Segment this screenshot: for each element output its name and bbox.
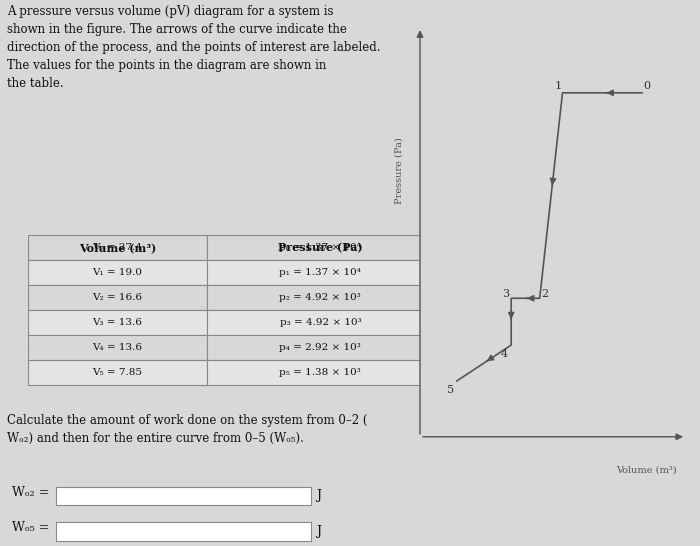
Text: p₄ = 2.92 × 10³: p₄ = 2.92 × 10³ (279, 342, 361, 352)
Text: Wₒ₅ =: Wₒ₅ = (12, 521, 49, 534)
Text: 4: 4 (501, 349, 508, 359)
Text: V₅ = 7.85: V₅ = 7.85 (92, 367, 142, 377)
Bar (28, 310, 206, 335)
Text: 1: 1 (555, 81, 562, 91)
Bar (28, 284, 206, 310)
Text: 0: 0 (643, 81, 650, 91)
Text: Volume (m³): Volume (m³) (616, 465, 676, 474)
Text: p₁ = 1.37 × 10⁴: p₁ = 1.37 × 10⁴ (279, 268, 361, 277)
FancyBboxPatch shape (56, 523, 311, 541)
Text: A pressure versus volume (pV) diagram for a system is
shown in the figure. The a: A pressure versus volume (pV) diagram fo… (7, 5, 381, 91)
Bar (206, 260, 434, 284)
Text: V₄ = 13.6: V₄ = 13.6 (92, 342, 142, 352)
Bar (206, 284, 434, 310)
Text: p₂ = 4.92 × 10³: p₂ = 4.92 × 10³ (279, 293, 361, 302)
Text: Pressure (Pa): Pressure (Pa) (394, 137, 403, 204)
Text: Volume (m³): Volume (m³) (78, 242, 156, 253)
Text: Wₒ₂ =: Wₒ₂ = (12, 486, 49, 499)
Bar (206, 235, 434, 260)
Text: 5: 5 (447, 385, 454, 395)
Bar (28, 360, 206, 384)
Text: Pressure (Pa): Pressure (Pa) (278, 242, 363, 253)
Text: V₀ = 27.4: V₀ = 27.4 (92, 243, 142, 252)
Bar (28, 235, 206, 260)
Bar (28, 260, 206, 284)
Bar (206, 235, 434, 260)
Bar (28, 335, 206, 360)
Bar (206, 310, 434, 335)
Text: p₀ = 1.37 × 10⁴: p₀ = 1.37 × 10⁴ (279, 243, 361, 252)
Text: Calculate the amount of work done on the system from 0–2 (
Wₒ₂) and then for the: Calculate the amount of work done on the… (7, 414, 368, 444)
Text: J: J (316, 525, 321, 538)
Text: V₁ = 19.0: V₁ = 19.0 (92, 268, 142, 277)
FancyBboxPatch shape (56, 487, 311, 506)
Text: V₂ = 16.6: V₂ = 16.6 (92, 293, 142, 302)
Text: p₃ = 4.92 × 10³: p₃ = 4.92 × 10³ (279, 318, 361, 327)
Bar (206, 360, 434, 384)
Text: p₅ = 1.38 × 10³: p₅ = 1.38 × 10³ (279, 367, 361, 377)
Bar (206, 335, 434, 360)
Text: 3: 3 (502, 289, 509, 299)
Text: V₃ = 13.6: V₃ = 13.6 (92, 318, 142, 327)
Text: J: J (316, 489, 321, 502)
Bar (28, 235, 206, 260)
Text: 2: 2 (541, 289, 548, 299)
